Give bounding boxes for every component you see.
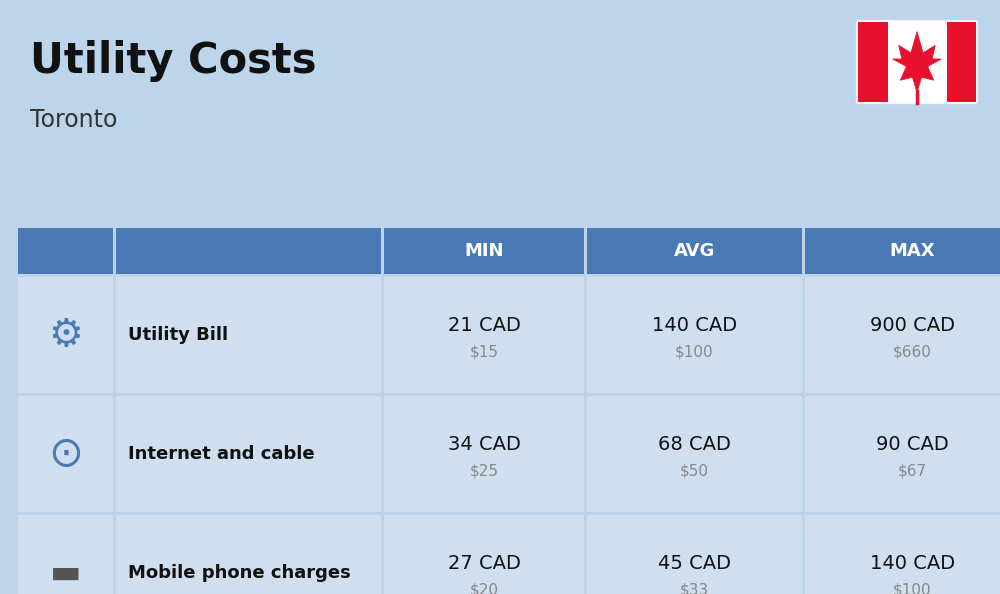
Text: 21 CAD: 21 CAD: [448, 316, 520, 335]
Bar: [587, 396, 802, 512]
Text: Utility Bill: Utility Bill: [128, 326, 228, 344]
Text: $20: $20: [470, 583, 498, 594]
Bar: [116, 228, 381, 274]
Bar: [116, 396, 381, 512]
Bar: [587, 277, 802, 393]
Bar: [18, 277, 113, 393]
Text: 45 CAD: 45 CAD: [658, 554, 731, 573]
FancyBboxPatch shape: [856, 20, 978, 104]
Bar: [18, 228, 113, 274]
Polygon shape: [893, 31, 941, 93]
Text: Internet and cable: Internet and cable: [128, 445, 315, 463]
Text: 140 CAD: 140 CAD: [870, 554, 955, 573]
Text: $50: $50: [680, 464, 709, 479]
Text: ⊙: ⊙: [48, 433, 83, 475]
Text: $15: $15: [470, 345, 498, 360]
Text: 90 CAD: 90 CAD: [876, 435, 949, 454]
Text: ▬: ▬: [50, 557, 81, 589]
Bar: [116, 277, 381, 393]
Bar: [805, 228, 1000, 274]
Text: Mobile phone charges: Mobile phone charges: [128, 564, 351, 582]
Text: MAX: MAX: [890, 242, 935, 260]
Text: 68 CAD: 68 CAD: [658, 435, 731, 454]
Bar: [116, 515, 381, 594]
Bar: [587, 228, 802, 274]
Bar: [384, 228, 584, 274]
Text: $660: $660: [893, 345, 932, 360]
Text: $100: $100: [675, 345, 714, 360]
Bar: [18, 396, 113, 512]
Text: Toronto: Toronto: [30, 108, 117, 132]
Bar: [858, 22, 888, 102]
Text: $67: $67: [898, 464, 927, 479]
Bar: [384, 396, 584, 512]
Text: MIN: MIN: [464, 242, 504, 260]
Text: Utility Costs: Utility Costs: [30, 40, 316, 82]
Bar: [805, 515, 1000, 594]
Text: 27 CAD: 27 CAD: [448, 554, 520, 573]
Bar: [946, 22, 976, 102]
Text: AVG: AVG: [674, 242, 715, 260]
Text: $100: $100: [893, 583, 932, 594]
Text: ⚙: ⚙: [48, 316, 83, 354]
Text: $25: $25: [470, 464, 498, 479]
Text: 140 CAD: 140 CAD: [652, 316, 737, 335]
Text: 34 CAD: 34 CAD: [448, 435, 520, 454]
Bar: [384, 277, 584, 393]
Text: $33: $33: [680, 583, 709, 594]
Bar: [384, 515, 584, 594]
Bar: [805, 277, 1000, 393]
Text: 900 CAD: 900 CAD: [870, 316, 955, 335]
Bar: [805, 396, 1000, 512]
Bar: [587, 515, 802, 594]
Bar: [18, 515, 113, 594]
